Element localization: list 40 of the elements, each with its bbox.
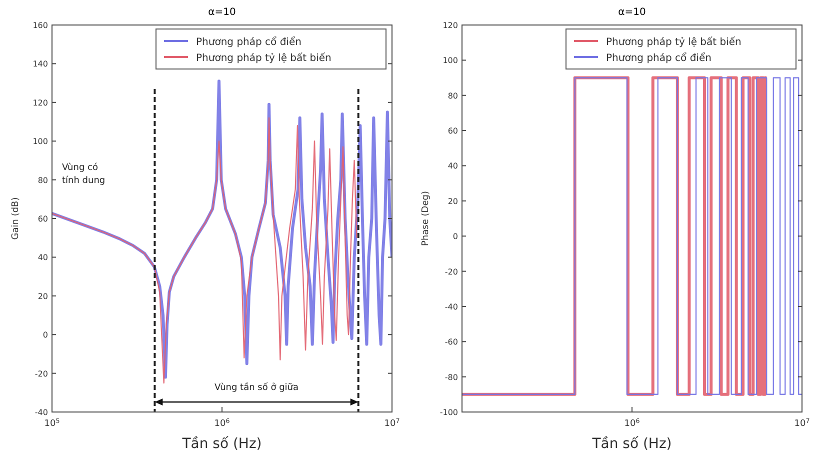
y-tick-label: -100 xyxy=(440,408,458,417)
chart-title: α=10 xyxy=(208,7,236,18)
annotation: Vùng có tính dung xyxy=(62,162,106,186)
y-tick-label: 40 xyxy=(38,253,48,262)
y-tick-label: 0 xyxy=(42,330,48,340)
y-tick-label: 40 xyxy=(448,162,458,171)
x-tick-label: 10$^{6}$ xyxy=(214,418,230,429)
x-tick-label: 10$^{5}$ xyxy=(44,418,60,429)
y-tick-label: 160 xyxy=(32,21,48,30)
x-tick-label: 10$^{7}$ xyxy=(794,418,810,429)
y-tick-label: 80 xyxy=(448,91,458,100)
x-tick-label: 10$^{6}$ xyxy=(624,418,640,429)
y-tick-label: 100 xyxy=(32,137,48,146)
chart-title: α=10 xyxy=(618,7,646,18)
y-tick-label: 120 xyxy=(442,21,458,30)
y-tick-label: 0 xyxy=(452,232,458,242)
legend-label: Phương pháp tỷ lệ bất biến xyxy=(196,52,332,64)
legend-label: Phương pháp cổ điển xyxy=(606,52,712,64)
y-tick-label: -40 xyxy=(34,408,48,417)
x-tick-label: 10$^{7}$ xyxy=(384,418,400,429)
y-tick-label: -20 xyxy=(34,369,48,378)
y-tick-label: 20 xyxy=(448,196,458,206)
y-tick-label: -60 xyxy=(444,338,458,347)
y-tick-label: 20 xyxy=(38,292,48,301)
y-axis-title: Phase (Deg) xyxy=(421,191,431,246)
y-tick-label: -80 xyxy=(444,372,458,382)
legend-label: Phương pháp cổ điển xyxy=(196,36,302,48)
y-tick-label: 80 xyxy=(38,176,48,185)
y-tick-label: -40 xyxy=(444,302,458,312)
x-axis-title: Tần số (Hz) xyxy=(591,436,672,452)
y-tick-label: 60 xyxy=(448,126,458,136)
y-tick-label: 140 xyxy=(32,60,48,69)
y-tick-label: 120 xyxy=(32,98,48,108)
y-tick-label: 100 xyxy=(442,56,458,66)
x-axis-title: Tần số (Hz) xyxy=(181,436,262,452)
y-tick-label: 60 xyxy=(38,214,48,224)
y-axis-title: Gain (dB) xyxy=(11,197,21,240)
y-tick-label: -20 xyxy=(444,267,458,276)
annotation: Vùng tần số ở giữa xyxy=(214,382,299,393)
legend-label: Phương pháp tỷ lệ bất biến xyxy=(606,36,742,48)
